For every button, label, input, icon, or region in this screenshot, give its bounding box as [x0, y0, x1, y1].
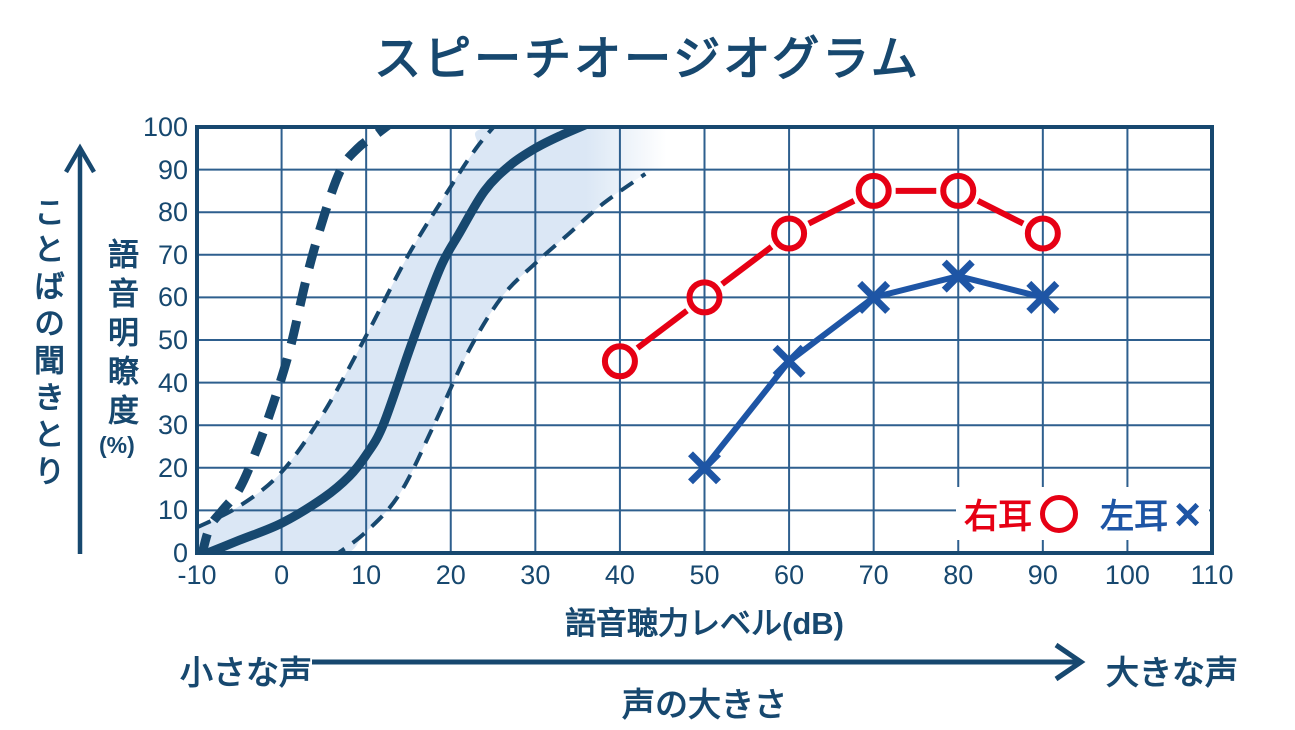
y-tick-label: 30 — [157, 410, 188, 441]
y-tick-label: 70 — [157, 239, 188, 270]
legend: 右耳 左耳 × — [956, 487, 1209, 540]
left-ear-point — [857, 280, 891, 314]
x-tick-label: -10 — [177, 560, 217, 590]
y-tick-label: 80 — [157, 197, 188, 228]
y-tick-label: 20 — [157, 452, 188, 483]
loudness-loud-label: 大きな声 — [1106, 654, 1238, 691]
right-ear-point — [1024, 215, 1061, 252]
y-tick-label: 50 — [157, 325, 188, 355]
x-tick-label: 60 — [774, 560, 805, 590]
left-ear-point — [772, 344, 806, 378]
legend-left-ear-label: 左耳 — [1100, 498, 1169, 536]
loudness-right-arrow-icon — [312, 642, 1086, 682]
y-axis-up-arrow-icon — [64, 143, 96, 554]
right-ear-point — [940, 172, 977, 209]
y-tick-label: 60 — [157, 282, 188, 313]
right-ear-point — [686, 279, 723, 316]
y-axis-arrow-label: ことばの聞きとり — [29, 196, 64, 492]
y-tick-label: 40 — [157, 367, 188, 398]
left-ear-point — [688, 451, 721, 485]
x-tick-label: 100 — [1104, 560, 1150, 590]
reference-curves — [197, 127, 647, 553]
normal-range-upper — [197, 127, 497, 530]
x-tick-label: 80 — [943, 560, 974, 590]
left-ear-point — [1026, 280, 1060, 314]
x-tick-label: 0 — [274, 560, 290, 590]
x-tick-label: 50 — [689, 560, 720, 590]
x-tick-label: 110 — [1190, 560, 1234, 590]
x-axis-label: 語音聴力レベル(dB) — [565, 606, 844, 641]
x-tick-label: 10 — [351, 560, 382, 590]
legend-right-ear-label: 右耳 — [964, 498, 1033, 536]
y-tick-label: 0 — [172, 538, 188, 568]
steep-dashed-reference — [197, 127, 394, 553]
normal-median — [197, 127, 592, 553]
x-tick-label: 90 — [1027, 560, 1058, 590]
x-tick-label: 30 — [520, 560, 551, 590]
normal-range-lower — [334, 172, 647, 553]
plot-border — [195, 125, 1214, 555]
y-tick-label: 10 — [157, 495, 188, 526]
left-ear-x-icon: × — [1174, 487, 1201, 540]
loudness-axis-label: 声の大きさ — [622, 686, 787, 723]
right-ear-circle-icon — [1040, 494, 1079, 533]
left-ear-point — [941, 259, 975, 293]
y-axis-unit: (%) — [99, 432, 135, 458]
y-tick-label: 100 — [142, 112, 188, 142]
x-tick-label: 20 — [435, 560, 466, 590]
x-tick-label: 70 — [858, 560, 889, 590]
right-ear-point — [855, 172, 892, 209]
normal-range-band — [197, 127, 671, 553]
loudness-quiet-label: 小さな声 — [180, 654, 312, 691]
page-title: スピーチオージオグラム — [374, 32, 921, 85]
y-tick-label: 90 — [157, 154, 188, 185]
data-series — [601, 172, 1061, 485]
y-axis-label: 語音明瞭度 — [103, 238, 138, 433]
right-ear-point — [601, 343, 638, 380]
x-tick-label: 40 — [604, 560, 635, 590]
right-ear-point — [771, 215, 808, 252]
